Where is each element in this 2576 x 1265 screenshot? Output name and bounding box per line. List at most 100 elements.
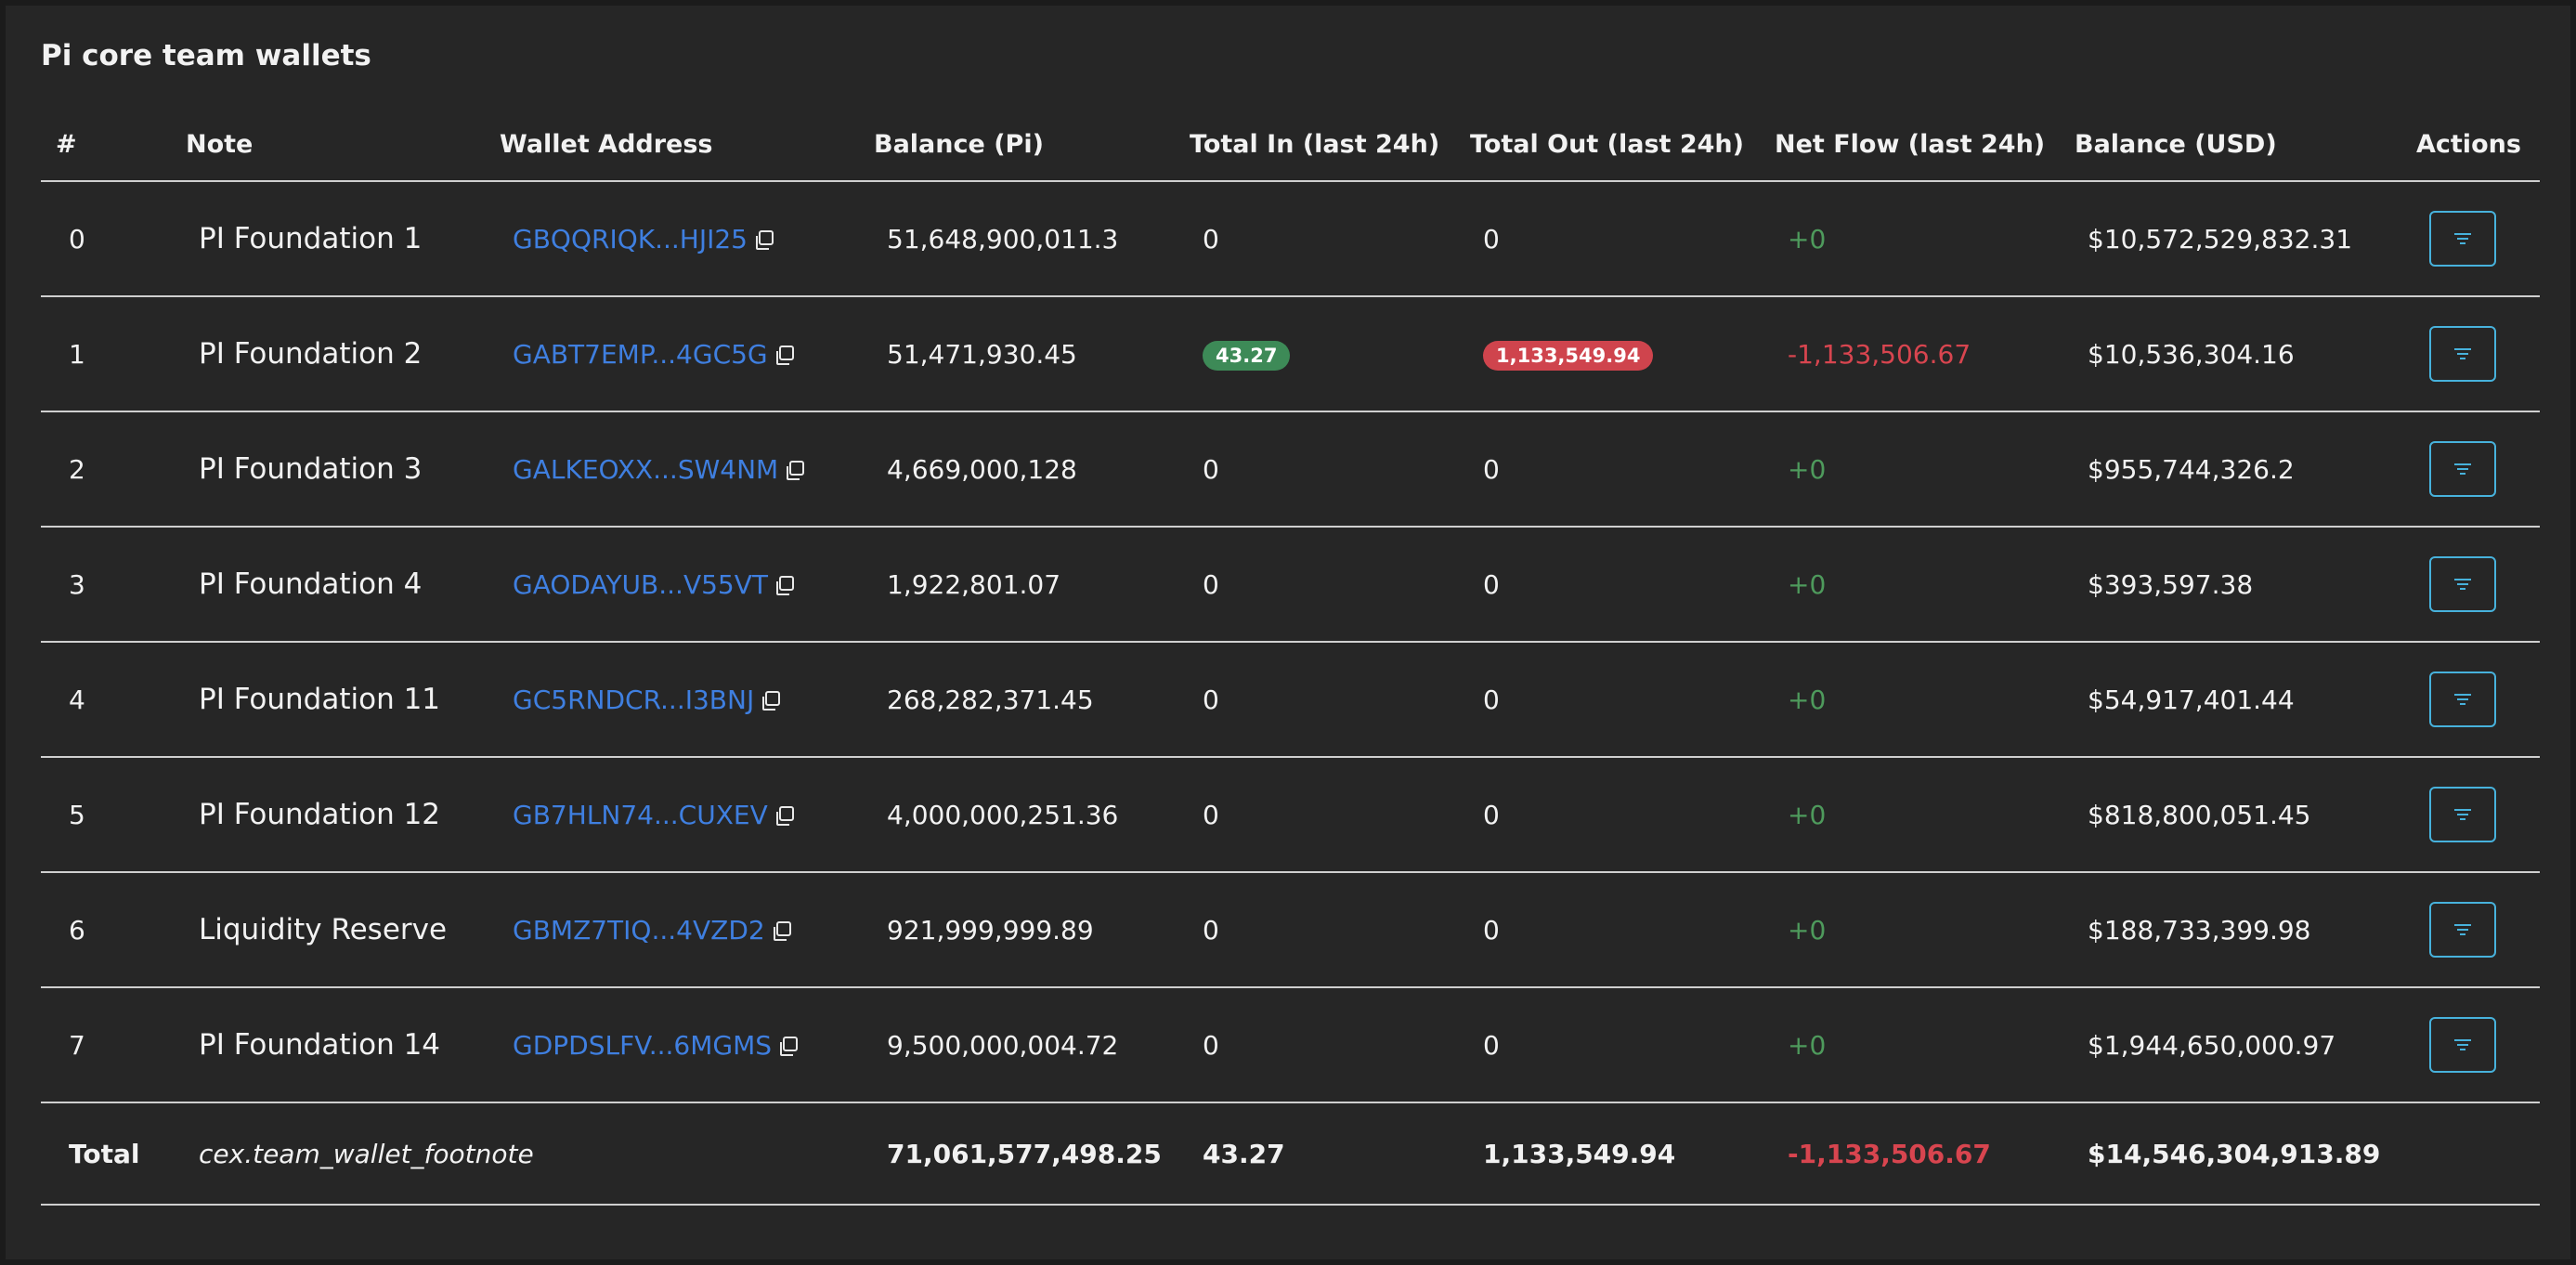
row-index: 0 bbox=[41, 181, 171, 297]
wallet-cell: GAODAYUB...V55VT bbox=[485, 527, 859, 643]
flow-value: 0 bbox=[1483, 223, 1500, 254]
wallet-note: Liquidity Reserve bbox=[171, 872, 485, 988]
filter-icon bbox=[2454, 233, 2471, 244]
balance-usd: $10,536,304.16 bbox=[2060, 296, 2401, 412]
column-header: Balance (USD) bbox=[2060, 108, 2401, 182]
copy-icon[interactable] bbox=[753, 229, 775, 252]
wallet-cell: GBQQRIQK...HJI25 bbox=[485, 181, 859, 297]
balance-usd: $1,944,650,000.97 bbox=[2060, 987, 2401, 1103]
balance-usd: $955,744,326.2 bbox=[2060, 411, 2401, 528]
row-index: 6 bbox=[41, 872, 171, 988]
actions-cell bbox=[2401, 411, 2540, 528]
copy-icon-front bbox=[776, 580, 789, 595]
copy-icon-back bbox=[778, 805, 794, 821]
copy-icon[interactable] bbox=[774, 575, 796, 597]
balance-usd: $10,572,529,832.31 bbox=[2060, 181, 2401, 297]
flow-cell: 1,133,549.94 bbox=[1455, 1102, 1760, 1206]
actions-cell bbox=[2401, 987, 2540, 1103]
balance-usd: $393,597.38 bbox=[2060, 527, 2401, 643]
filter-button[interactable] bbox=[2429, 902, 2496, 958]
copy-icon[interactable] bbox=[777, 1036, 800, 1058]
wallet-address[interactable]: GB7HLN74...CUXEV bbox=[513, 799, 768, 830]
flow-cell: 1,133,549.94 bbox=[1455, 296, 1760, 412]
flow-value: 0 bbox=[1483, 799, 1500, 830]
copy-icon-front bbox=[773, 926, 787, 941]
wallet-cell: GBMZ7TIQ...4VZD2 bbox=[485, 872, 859, 988]
filter-icon bbox=[2454, 463, 2471, 475]
net-flow: +0 bbox=[1760, 527, 2060, 643]
copy-icon[interactable] bbox=[774, 345, 796, 367]
flow-badge: 43.27 bbox=[1203, 340, 1291, 371]
wallet-address[interactable]: GAODAYUB...V55VT bbox=[513, 568, 768, 600]
flow-cell: 43.27 bbox=[1175, 1102, 1455, 1206]
filter-button[interactable] bbox=[2429, 672, 2496, 727]
column-header: Total Out (last 24h) bbox=[1455, 108, 1760, 182]
wallet-row: 1 PI Foundation 2 GABT7EMP...4GC5G 51,471,9… bbox=[41, 296, 2540, 412]
wallet-row: 5 PI Foundation 12 GB7HLN74...CUXEV 4,000,0… bbox=[41, 757, 2540, 873]
filter-button[interactable] bbox=[2429, 556, 2496, 612]
wallet-note: PI Foundation 12 bbox=[171, 757, 485, 873]
wallet-row: 4 PI Foundation 11 GC5RNDCR...I3BNJ 268,282… bbox=[41, 642, 2540, 758]
row-index: 2 bbox=[41, 411, 171, 528]
wallet-address[interactable]: GBQQRIQK...HJI25 bbox=[513, 223, 748, 254]
copy-icon-front bbox=[756, 235, 769, 250]
flow-cell: 0 bbox=[1175, 987, 1455, 1103]
filter-button[interactable] bbox=[2429, 211, 2496, 267]
flow-value: 0 bbox=[1203, 1029, 1219, 1061]
wallet-note: PI Foundation 3 bbox=[171, 411, 485, 528]
filter-button[interactable] bbox=[2429, 441, 2496, 497]
wallet-address[interactable]: GABT7EMP...4GC5G bbox=[513, 338, 768, 370]
filter-button[interactable] bbox=[2429, 1017, 2496, 1073]
wallet-cell: GALKEOXX...SW4NM bbox=[485, 411, 859, 528]
flow-value: 0 bbox=[1203, 453, 1219, 485]
row-index: 5 bbox=[41, 757, 171, 873]
flow-value: 0 bbox=[1203, 568, 1219, 600]
flow-cell: 0 bbox=[1455, 181, 1760, 297]
filter-icon bbox=[2454, 579, 2471, 590]
wallet-cell: GDPDSLFV...6MGMS bbox=[485, 987, 859, 1103]
copy-icon[interactable] bbox=[771, 920, 793, 943]
flow-value: 43.27 bbox=[1203, 1138, 1285, 1169]
flow-value: 0 bbox=[1483, 914, 1500, 945]
actions-cell bbox=[2401, 296, 2540, 412]
flow-cell: 0 bbox=[1455, 642, 1760, 758]
filter-button[interactable] bbox=[2429, 326, 2496, 382]
column-header: Wallet Address bbox=[485, 108, 859, 182]
wallet-address[interactable]: GBMZ7TIQ...4VZD2 bbox=[513, 914, 765, 945]
copy-icon[interactable] bbox=[760, 690, 782, 712]
wallet-address[interactable]: GDPDSLFV...6MGMS bbox=[513, 1029, 773, 1061]
actions-cell bbox=[2401, 527, 2540, 643]
balance-usd: $54,917,401.44 bbox=[2060, 642, 2401, 758]
copy-icon[interactable] bbox=[784, 460, 806, 482]
filter-button[interactable] bbox=[2429, 787, 2496, 842]
balance-pi: 268,282,371.45 bbox=[859, 642, 1175, 758]
row-index: 7 bbox=[41, 987, 171, 1103]
flow-cell: 0 bbox=[1175, 642, 1455, 758]
wallet-address[interactable]: GALKEOXX...SW4NM bbox=[513, 453, 779, 485]
column-header: Net Flow (last 24h) bbox=[1760, 108, 2060, 182]
flow-cell: 0 bbox=[1455, 527, 1760, 643]
table-body: 0 PI Foundation 1 GBQQRIQK...HJI25 51,648,9… bbox=[41, 181, 2540, 1206]
flow-value: 1,133,549.94 bbox=[1483, 1138, 1676, 1169]
copy-icon-front bbox=[787, 465, 800, 480]
flow-cell: 0 bbox=[1455, 411, 1760, 528]
balance-pi: 921,999,999.89 bbox=[859, 872, 1175, 988]
filter-icon bbox=[2454, 1039, 2471, 1050]
panel: Pi core team wallets # Note Wallet Address… bbox=[6, 6, 2570, 1259]
flow-badge: 1,133,549.94 bbox=[1483, 340, 1654, 371]
wallet-address[interactable]: GC5RNDCR...I3BNJ bbox=[513, 684, 755, 715]
panel-title: Pi core team wallets bbox=[41, 39, 371, 72]
copy-icon[interactable] bbox=[774, 805, 796, 828]
wallet-note: PI Foundation 14 bbox=[171, 987, 485, 1103]
net-flow: +0 bbox=[1760, 757, 2060, 873]
net-flow: -1,133,506.67 bbox=[1760, 1102, 2060, 1206]
actions-cell bbox=[2401, 181, 2540, 297]
flow-value: 0 bbox=[1203, 914, 1219, 945]
wallet-row: 7 PI Foundation 14 GDPDSLFV...6MGMS 9,500,0… bbox=[41, 987, 2540, 1103]
filter-icon bbox=[2454, 809, 2471, 820]
flow-value: 0 bbox=[1483, 568, 1500, 600]
row-index: 4 bbox=[41, 642, 171, 758]
header-row: # Note Wallet Address Balance (Pi) Total In … bbox=[41, 108, 2540, 182]
filter-icon bbox=[2454, 924, 2471, 935]
flow-cell: 0 bbox=[1175, 181, 1455, 297]
